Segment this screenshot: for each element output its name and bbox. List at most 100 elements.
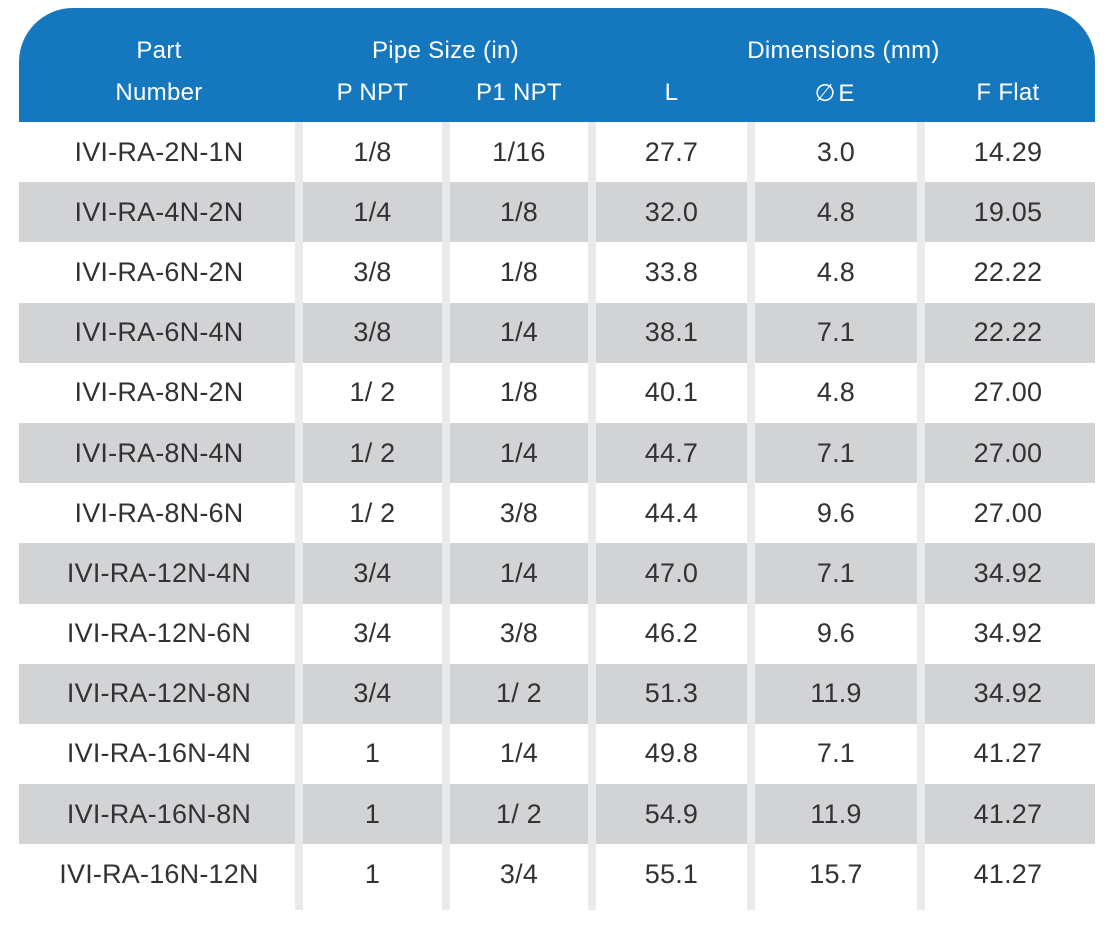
cell-l: 38.1 [644,317,699,348]
cell-p-npt: 1/4 [353,196,392,227]
cell-l: 44.7 [644,437,699,468]
cell-e: 7.1 [816,557,856,588]
cell-p-npt: 1 [364,798,381,829]
cell-l: 46.2 [644,618,699,649]
cell-p1-npt: 1/8 [499,377,538,408]
cell-e: 4.8 [816,196,856,227]
cell-p1-npt: 1/4 [499,437,538,468]
cell-part: IVI-RA-16N-12N [59,858,259,889]
cell-p-npt: 1/8 [353,136,392,167]
header-part: Part [136,37,182,64]
cell-e: 9.6 [816,618,856,649]
header-l: L [664,79,679,106]
cell-part: IVI-RA-16N-4N [66,738,252,769]
cell-p1-npt: 1/8 [499,196,538,227]
cell-p1-npt: 1/ 2 [496,798,542,829]
cell-p-npt: 3/4 [353,618,392,649]
cell-p1-npt: 1/4 [499,738,538,769]
cell-l: 44.4 [644,497,699,528]
header-p1-npt: P1 NPT [476,79,562,106]
header-p-npt: P NPT [336,79,409,106]
cell-part: IVI-RA-4N-2N [74,196,244,227]
cell-l: 55.1 [644,858,699,889]
cell-f-flat: 41.27 [973,858,1043,889]
header-number: Number [115,79,203,106]
table-row: IVI-RA-6N-4N 3/8 1/4 38.1 7.1 22.22 [19,302,1095,363]
cell-e: 7.1 [816,738,856,769]
cell-p-npt: 1 [364,858,381,889]
table-row: IVI-RA-12N-8N 3/4 1/ 2 51.3 11.9 34.92 [19,663,1095,724]
cell-part: IVI-RA-8N-4N [74,437,244,468]
cell-p-npt: 3/8 [353,317,392,348]
cell-e: 11.9 [810,678,862,709]
cell-p1-npt: 1/4 [499,317,538,348]
cell-e: 9.6 [816,497,856,528]
table-header: Part Number Pipe Size (in) Dimensions (m… [19,8,1095,122]
cell-p-npt: 1/ 2 [349,377,396,408]
cell-l: 47.0 [644,557,699,588]
cell-e: 7.1 [816,317,856,348]
cell-part: IVI-RA-6N-4N [74,317,244,348]
table-row: IVI-RA-16N-8N 1 1/ 2 54.9 11.9 41.27 [19,784,1095,845]
cell-part: IVI-RA-12N-8N [66,678,252,709]
cell-p1-npt: 1/8 [499,256,538,287]
cell-p-npt: 1 [364,738,381,769]
cell-l: 32.0 [644,196,699,227]
cell-e: 4.8 [816,377,856,408]
cell-l: 51.3 [644,678,699,709]
cell-p-npt: 3/4 [353,678,392,709]
table-row: IVI-RA-8N-2N 1/ 2 1/8 40.1 4.8 27.00 [19,362,1095,423]
cell-p1-npt: 3/8 [499,497,538,528]
table-row: IVI-RA-4N-2N 1/4 1/8 32.0 4.8 19.05 [19,182,1095,243]
table-row: IVI-RA-16N-4N 1 1/4 49.8 7.1 41.27 [19,723,1095,785]
cell-f-flat: 41.27 [973,738,1043,769]
cell-l: 49.8 [644,738,699,769]
cell-l: 54.9 [644,798,699,829]
table-row: IVI-RA-12N-6N 3/4 3/8 46.2 9.6 34.92 [19,603,1095,664]
table-body: IVI-RA-2N-1N 1/8 1/16 27.7 3.0 14.29 IVI-RA-4N… [19,122,1095,911]
cell-p1-npt: 1/4 [499,557,538,588]
header-f-flat: F Flat [976,79,1040,106]
cell-p-npt: 1/ 2 [349,437,396,468]
cell-part: IVI-RA-12N-6N [66,618,252,649]
cell-e: 11.9 [810,798,862,829]
cell-l: 27.7 [644,136,699,167]
cell-f-flat: 22.22 [973,317,1043,348]
cell-p1-npt: 1/16 [492,136,546,167]
cell-part: IVI-RA-12N-4N [66,557,252,588]
table-row: IVI-RA-16N-12N 1 3/4 55.1 15.7 41.27 [19,844,1095,905]
cell-f-flat: 34.92 [973,678,1043,709]
cell-p1-npt: 3/8 [499,618,538,649]
cell-part: IVI-RA-8N-6N [74,497,244,528]
cell-f-flat: 27.00 [973,377,1043,408]
header-group-pipe-size: Pipe Size (in) [371,37,519,64]
spec-table: Part Number Pipe Size (in) Dimensions (m… [19,8,1095,911]
table-row: IVI-RA-8N-6N 1/ 2 3/8 44.4 9.6 27.00 [19,483,1095,544]
cell-e: 4.8 [816,256,856,287]
table-row: IVI-RA-12N-4N 3/4 1/4 47.0 7.1 34.92 [19,543,1095,604]
cell-p-npt: 1/ 2 [349,497,396,528]
cell-p-npt: 3/8 [353,256,392,287]
cell-f-flat: 22.22 [973,256,1043,287]
cell-part: IVI-RA-2N-1N [74,136,244,167]
cell-part: IVI-RA-8N-2N [74,377,244,408]
cell-e: 3.0 [816,136,856,167]
cell-f-flat: 27.00 [973,497,1043,528]
cell-part: IVI-RA-16N-8N [66,798,252,829]
cell-e: 7.1 [816,437,856,468]
cell-e: 15.7 [809,858,863,889]
cell-p1-npt: 1/ 2 [496,678,542,709]
cell-f-flat: 14.29 [973,136,1043,167]
header-group-dimensions: Dimensions (mm) [747,37,940,64]
cell-p1-npt: 3/4 [499,858,538,889]
cell-f-flat: 19.05 [973,196,1043,227]
header-diameter-e: ∅E [814,79,858,107]
cell-f-flat: 34.92 [973,557,1043,588]
cell-f-flat: 41.27 [973,798,1043,829]
cell-l: 40.1 [644,377,699,408]
table-row: IVI-RA-6N-2N 3/8 1/8 33.8 4.8 22.22 [19,242,1095,303]
table-row: IVI-RA-2N-1N 1/8 1/16 27.7 3.0 14.29 [19,122,1095,183]
cell-f-flat: 27.00 [973,437,1043,468]
table-row: IVI-RA-8N-4N 1/ 2 1/4 44.7 7.1 27.00 [19,422,1095,484]
cell-f-flat: 34.92 [973,618,1043,649]
